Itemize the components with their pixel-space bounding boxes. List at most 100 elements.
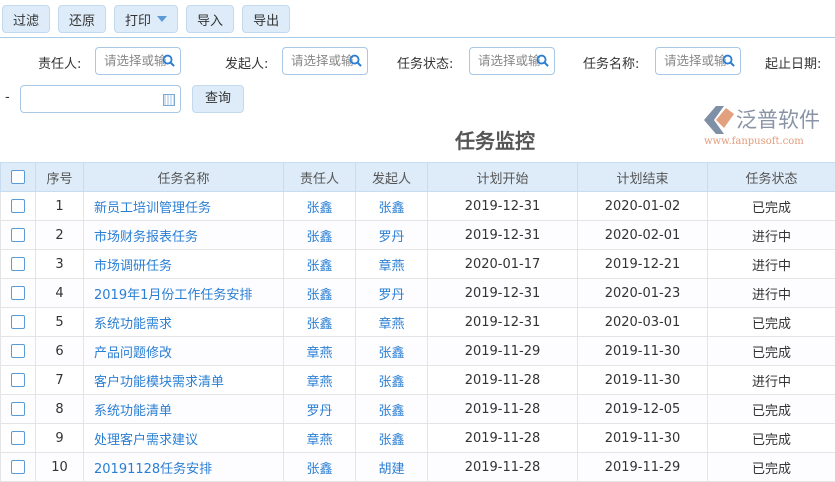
cell-plan-start: 2019-11-28 <box>428 395 578 424</box>
initiator-input[interactable]: 请选择或输入 <box>282 47 368 75</box>
cell-initiator[interactable]: 张鑫 <box>356 192 428 221</box>
cell-task-name[interactable]: 新员工培训管理任务 <box>84 192 284 221</box>
cell-owner[interactable]: 张鑫 <box>284 453 356 482</box>
cell-task-name[interactable]: 20191128任务安排 <box>84 453 284 482</box>
column-header-index[interactable]: 序号 <box>36 163 84 192</box>
cell-owner[interactable]: 张鑫 <box>284 221 356 250</box>
watermark-url: www.fanpusoft.com <box>704 136 804 147</box>
row-checkbox[interactable] <box>11 315 25 329</box>
cell-task-name[interactable]: 市场财务报表任务 <box>84 221 284 250</box>
row-select-cell <box>1 308 36 337</box>
cell-owner[interactable]: 罗丹 <box>284 395 356 424</box>
toolbar: 过滤 还原 打印 导入 导出 <box>0 0 835 38</box>
search-icon[interactable] <box>349 54 362 67</box>
caret-down-icon <box>157 16 167 22</box>
cell-task-name[interactable]: 产品问题修改 <box>84 337 284 366</box>
cell-task-name[interactable]: 2019年1月份工作任务安排 <box>84 279 284 308</box>
export-button[interactable]: 导出 <box>242 5 290 33</box>
cell-owner[interactable]: 张鑫 <box>284 192 356 221</box>
row-checkbox[interactable] <box>11 228 25 242</box>
query-button[interactable]: 查询 <box>192 85 244 113</box>
column-header-owner[interactable]: 责任人 <box>284 163 356 192</box>
row-checkbox[interactable] <box>11 373 25 387</box>
row-checkbox[interactable] <box>11 257 25 271</box>
status-input[interactable]: 请选择或输入 <box>469 47 555 75</box>
end-date-input[interactable] <box>20 85 181 113</box>
cell-owner[interactable]: 张鑫 <box>284 308 356 337</box>
cell-initiator[interactable]: 张鑫 <box>356 424 428 453</box>
cell-plan-end: 2019-12-21 <box>578 250 708 279</box>
row-select-cell <box>1 221 36 250</box>
cell-plan-end: 2019-11-30 <box>578 366 708 395</box>
reset-button[interactable]: 还原 <box>58 5 106 33</box>
date-separator: - <box>5 90 10 105</box>
column-header-initiator[interactable]: 发起人 <box>356 163 428 192</box>
watermark-logo: 泛普软件 www.fanpusoft.com <box>700 100 830 148</box>
select-all-checkbox[interactable] <box>11 170 25 184</box>
row-checkbox[interactable] <box>11 460 25 474</box>
row-checkbox[interactable] <box>11 402 25 416</box>
cell-owner[interactable]: 张鑫 <box>284 250 356 279</box>
cell-initiator[interactable]: 张鑫 <box>356 337 428 366</box>
filter-button[interactable]: 过滤 <box>2 5 50 33</box>
row-checkbox[interactable] <box>11 344 25 358</box>
cell-plan-end: 2019-11-30 <box>578 337 708 366</box>
cell-index: 8 <box>36 395 84 424</box>
cell-task-name[interactable]: 系统功能清单 <box>84 395 284 424</box>
page-title: 任务监控 <box>455 125 535 154</box>
cell-status: 已完成 <box>708 337 835 366</box>
cell-owner[interactable]: 张鑫 <box>284 279 356 308</box>
column-header-status[interactable]: 任务状态 <box>708 163 835 192</box>
search-icon[interactable] <box>162 54 175 67</box>
column-header-task-name[interactable]: 任务名称 <box>84 163 284 192</box>
cell-initiator[interactable]: 胡建 <box>356 453 428 482</box>
search-icon[interactable] <box>722 54 735 67</box>
cell-task-name[interactable]: 系统功能需求 <box>84 308 284 337</box>
cell-task-name[interactable]: 处理客户需求建议 <box>84 424 284 453</box>
initiator-label: 发起人: <box>225 53 268 72</box>
row-checkbox[interactable] <box>11 199 25 213</box>
owner-input[interactable]: 请选择或输入 <box>95 47 181 75</box>
cell-plan-start: 2019-11-28 <box>428 366 578 395</box>
status-label: 任务状态: <box>397 53 453 72</box>
cell-status: 已完成 <box>708 424 835 453</box>
cell-owner[interactable]: 章燕 <box>284 424 356 453</box>
import-button[interactable]: 导入 <box>186 5 234 33</box>
task-name-input[interactable]: 请选择或输入 <box>655 47 741 75</box>
row-select-cell <box>1 366 36 395</box>
cell-owner[interactable]: 章燕 <box>284 366 356 395</box>
cell-initiator[interactable]: 罗丹 <box>356 221 428 250</box>
cell-plan-start: 2019-12-31 <box>428 279 578 308</box>
cell-plan-start: 2019-11-29 <box>428 337 578 366</box>
cell-initiator[interactable]: 罗丹 <box>356 279 428 308</box>
cell-index: 3 <box>36 250 84 279</box>
search-icon[interactable] <box>536 54 549 67</box>
cell-plan-end: 2019-11-30 <box>578 424 708 453</box>
cell-plan-end: 2020-01-02 <box>578 192 708 221</box>
cell-initiator[interactable]: 张鑫 <box>356 366 428 395</box>
column-header-plan-start[interactable]: 计划开始 <box>428 163 578 192</box>
row-checkbox[interactable] <box>11 286 25 300</box>
cell-initiator[interactable]: 章燕 <box>356 250 428 279</box>
cell-task-name[interactable]: 市场调研任务 <box>84 250 284 279</box>
print-button[interactable]: 打印 <box>114 5 178 33</box>
cell-task-name[interactable]: 客户功能模块需求清单 <box>84 366 284 395</box>
cell-status: 进行中 <box>708 250 835 279</box>
cell-initiator[interactable]: 章燕 <box>356 308 428 337</box>
cell-owner[interactable]: 章燕 <box>284 337 356 366</box>
cell-initiator[interactable]: 张鑫 <box>356 395 428 424</box>
calendar-icon[interactable] <box>163 94 175 106</box>
column-header-plan-end[interactable]: 计划结束 <box>578 163 708 192</box>
row-checkbox[interactable] <box>11 431 25 445</box>
